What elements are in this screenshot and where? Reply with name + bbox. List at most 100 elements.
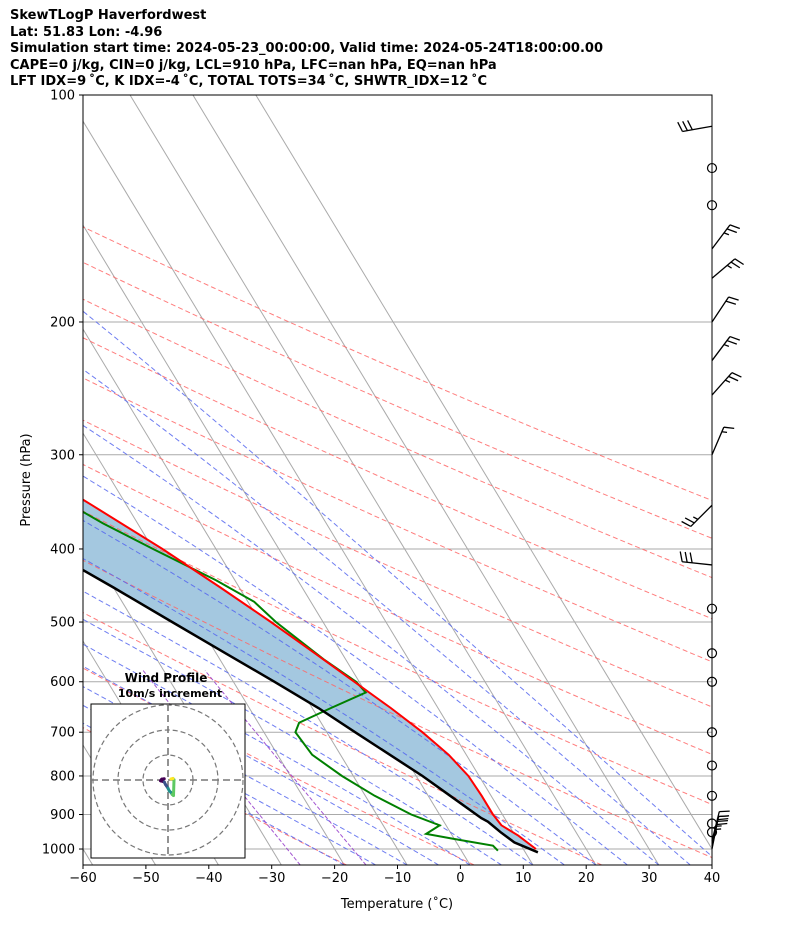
x-tick-label: 0	[456, 871, 464, 886]
y-tick-label: 800	[50, 769, 75, 784]
wind-barb-flag	[682, 120, 688, 131]
wind-barb-half-flag	[721, 431, 728, 434]
calm-wind-circle	[706, 200, 718, 211]
x-tick-label: 30	[641, 871, 658, 886]
hodograph-segment	[172, 778, 176, 797]
wind-barb-staff	[711, 816, 720, 846]
x-tick-label: −30	[258, 871, 285, 886]
inset-title: Wind Profile	[125, 671, 208, 685]
moist-adiabat	[83, 665, 439, 865]
calm-wind-circle	[706, 790, 718, 801]
temperature-profile-line	[83, 498, 537, 850]
wind-barb-flag	[679, 551, 683, 562]
dewpoint-profile-line	[83, 510, 499, 852]
wind-barb-flag	[729, 335, 741, 341]
isotherm-line	[255, 95, 712, 850]
dry-adiabat	[83, 377, 712, 663]
calm-wind-circle	[706, 603, 718, 614]
x-tick-label: −60	[69, 871, 96, 886]
dry-adiabat	[83, 612, 602, 865]
y-tick-label: 900	[50, 808, 75, 823]
parcel-profile-line	[83, 568, 539, 854]
calm-wind-circle	[706, 818, 718, 829]
y-tick-label: 700	[50, 726, 75, 741]
y-axis-label: Pressure (hPa)	[19, 433, 34, 526]
wind-barb-flag	[726, 228, 738, 234]
moist-adiabat	[83, 424, 660, 865]
wind-barb-flag	[681, 520, 692, 528]
simulation-times: Simulation start time: 2024-05-23_00:00:…	[10, 41, 603, 56]
x-tick-label: −50	[132, 871, 159, 886]
moist-adiabat	[83, 643, 471, 865]
hodograph-segment	[169, 777, 175, 781]
moist-adiabat	[83, 519, 597, 865]
wind-barb-flag	[689, 552, 693, 563]
wind-profile-inset	[90, 703, 246, 859]
moist-adiabat	[83, 590, 534, 865]
wind-barb-half-flag	[723, 232, 730, 236]
y-tick-label: 200	[50, 315, 75, 330]
isotherm-line	[83, 432, 345, 865]
dry-adiabat	[83, 667, 475, 865]
y-tick-label: 600	[50, 675, 75, 690]
calm-wind-circle	[706, 727, 718, 738]
wind-barb-half-flag	[723, 343, 730, 347]
wind-barb-half-flag	[726, 264, 732, 269]
calm-wind-circle	[706, 162, 718, 174]
y-tick-label: 400	[50, 542, 75, 557]
wind-barb-flag	[731, 372, 742, 378]
wind-barb-half-flag	[692, 516, 699, 520]
wind-barb-flag	[717, 817, 729, 821]
dry-adiabat	[83, 419, 712, 708]
isotherm-line	[129, 95, 597, 865]
moist-adiabat	[83, 475, 628, 865]
inset-plot-area	[91, 704, 245, 858]
station-location: Lat: 51.83 Lon: -4.96	[10, 24, 163, 40]
isotherm-grid	[83, 95, 712, 865]
moist-adiabat	[83, 557, 565, 865]
x-axis-label: Temperature (˚C)	[340, 896, 453, 912]
moist-adiabat	[83, 310, 712, 858]
x-tick-label: −20	[321, 871, 348, 886]
wind-barb-flag	[734, 258, 744, 266]
wind-barb-flag	[687, 120, 693, 131]
axis-ticks: −60 −50 −40 −30 −20 −10 0 10 20 30 40 100 200 300 400 5…	[42, 89, 720, 887]
calm-wind-circle	[706, 760, 718, 771]
wind-barb-flag	[726, 339, 738, 345]
wind-barb-flag	[684, 517, 695, 524]
wind-barbs	[677, 120, 744, 850]
chart-title: SkewTLogP Haverfordwest	[10, 8, 207, 23]
wind-barb-flag	[730, 261, 741, 269]
mixing-ratio-line	[142, 670, 301, 865]
y-tick-label: 500	[50, 616, 75, 631]
isotherm-line	[83, 328, 408, 865]
moist-adiabat	[83, 368, 691, 865]
isotherm-line	[83, 848, 94, 865]
x-tick-label: 10	[515, 871, 532, 886]
convective-parameters: CAPE=0 j/kg, CIN=0 j/kg, LCL=910 hPa, LF…	[10, 57, 497, 73]
sounding-profiles	[83, 498, 539, 854]
wind-barb-flag	[725, 300, 737, 305]
wind-barb-half-flag	[725, 379, 731, 383]
cin-shading	[83, 499, 536, 849]
wind-barb-flag	[716, 822, 728, 826]
cape-cin-fill	[83, 499, 536, 849]
x-tick-label: −40	[195, 871, 222, 886]
stability-indices: LFT IDX=9 ˚C, K IDX=-4 ˚C, TOTAL TOTS=34…	[10, 74, 488, 89]
calm-wind-circle	[706, 676, 718, 687]
dry-adiabat	[83, 559, 712, 859]
x-tick-label: −10	[384, 871, 411, 886]
wind-barb-flag	[728, 296, 739, 301]
wind-barb-flag	[677, 121, 684, 132]
x-tick-label: 40	[704, 871, 721, 886]
y-tick-label: 100	[50, 89, 75, 104]
y-tick-label: 300	[50, 448, 75, 463]
wind-barb-flag	[684, 551, 688, 563]
wind-barb-flag	[728, 375, 739, 382]
dry-adiabat	[83, 463, 712, 755]
wind-barb-flag	[723, 426, 735, 430]
inset-subtitle: 10m/s increment	[118, 687, 222, 700]
isotherm-line	[83, 120, 534, 865]
wind-barb-flag	[729, 224, 741, 230]
